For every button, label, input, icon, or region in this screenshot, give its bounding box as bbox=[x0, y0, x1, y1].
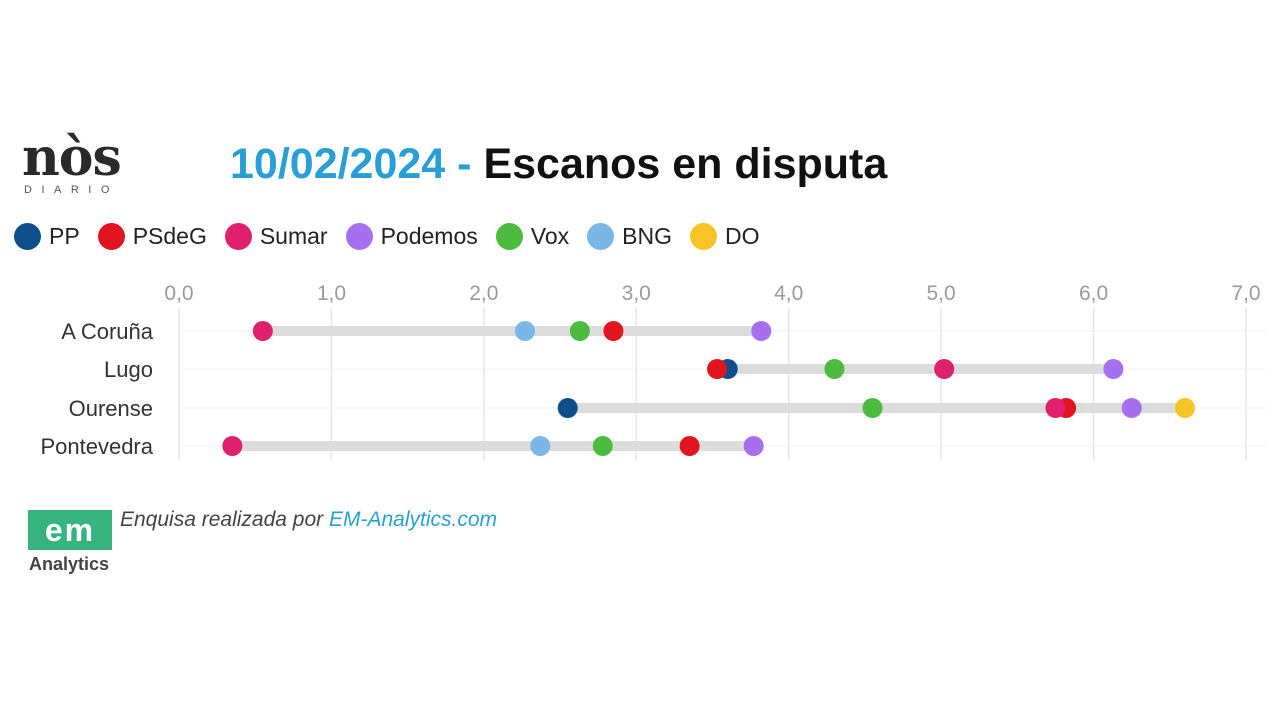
dot-bng bbox=[515, 321, 536, 341]
dot-sumar bbox=[252, 321, 273, 341]
legend-swatch bbox=[97, 222, 125, 250]
x-tick-label: 6,0 bbox=[1079, 282, 1108, 305]
x-tick-label: 0,0 bbox=[164, 282, 193, 305]
nos-diario-logo: nòs DIARIO bbox=[22, 128, 134, 198]
legend-label: PP bbox=[49, 222, 80, 249]
legend-label: BNG bbox=[622, 222, 672, 249]
legend-item-bng: BNG bbox=[587, 222, 672, 250]
dot-sumar bbox=[1045, 398, 1066, 418]
x-tick-label: 7,0 bbox=[1231, 282, 1260, 305]
legend-swatch bbox=[587, 222, 615, 250]
dot-podemos bbox=[1121, 398, 1142, 418]
legend: PP PSdeG Sumar Podemos Vox BNG DO bbox=[14, 220, 777, 252]
chart-title: 10/02/2024 - Escanos en disputa bbox=[230, 138, 887, 190]
legend-swatch bbox=[689, 222, 717, 250]
dot-psdeg bbox=[707, 359, 728, 379]
dot-bng bbox=[530, 436, 551, 456]
category-label: Lugo bbox=[104, 357, 153, 382]
legend-label: DO bbox=[724, 222, 760, 249]
legend-item-podemos: Podemos bbox=[345, 222, 478, 250]
dot-do bbox=[1175, 398, 1196, 418]
legend-item-sumar: Sumar bbox=[224, 222, 328, 250]
dot-podemos bbox=[1103, 359, 1124, 379]
title-separator: - bbox=[445, 140, 484, 188]
x-tick-label: 1,0 bbox=[317, 282, 346, 305]
legend-label: Sumar bbox=[259, 222, 328, 249]
legend-label: Podemos bbox=[380, 222, 478, 249]
logo-subtext: DIARIO bbox=[24, 184, 119, 196]
dot-vox bbox=[862, 398, 883, 418]
dot-vox bbox=[824, 359, 845, 379]
dot-psdeg bbox=[603, 321, 624, 341]
dot-podemos bbox=[751, 321, 772, 341]
dot-sumar bbox=[934, 359, 955, 379]
source-note: Enquisa realizada por EM-Analytics.com bbox=[120, 508, 497, 532]
legend-swatch bbox=[345, 222, 373, 250]
legend-swatch bbox=[224, 222, 252, 250]
legend-item-pp: PP bbox=[14, 222, 80, 250]
title-main: Escanos en disputa bbox=[483, 140, 888, 188]
dot-sumar bbox=[222, 436, 243, 456]
title-date: 10/02/2024 bbox=[230, 140, 446, 188]
category-label: Pontevedra bbox=[40, 434, 153, 459]
em-analytics-logo: em Analytics bbox=[28, 510, 118, 576]
logo-wordmark: nòs bbox=[22, 127, 122, 188]
dot-pp bbox=[557, 398, 578, 418]
x-tick-label: 4,0 bbox=[774, 282, 803, 305]
x-tick-label: 5,0 bbox=[927, 282, 956, 305]
x-tick-label: 3,0 bbox=[622, 282, 651, 305]
legend-item-do: DO bbox=[689, 222, 760, 250]
legend-label: PSdeG bbox=[132, 222, 207, 249]
legend-swatch bbox=[14, 222, 41, 250]
legend-item-psdeg: PSdeG bbox=[97, 222, 207, 250]
em-logo-text: Analytics bbox=[29, 554, 110, 574]
em-logo-mark: em bbox=[28, 510, 112, 550]
category-label: Ourense bbox=[69, 396, 153, 421]
category-label: A Coruña bbox=[61, 319, 153, 344]
source-link[interactable]: EM-Analytics.com bbox=[328, 508, 497, 531]
source-note-prefix: Enquisa realizada por bbox=[120, 508, 329, 531]
dot-vox bbox=[592, 436, 613, 456]
x-tick-label: 2,0 bbox=[469, 282, 498, 305]
legend-label: Vox bbox=[530, 222, 570, 249]
legend-swatch bbox=[495, 222, 523, 250]
dot-psdeg bbox=[679, 436, 700, 456]
dot-podemos bbox=[743, 436, 764, 456]
dot-plot-chart: 0,0 1,0 2,0 3,0 4,0 5,0 6,0 7,0 A Coruña Lugo Oure… bbox=[40, 282, 1266, 460]
legend-item-vox: Vox bbox=[495, 222, 570, 250]
dot-vox bbox=[569, 321, 590, 341]
